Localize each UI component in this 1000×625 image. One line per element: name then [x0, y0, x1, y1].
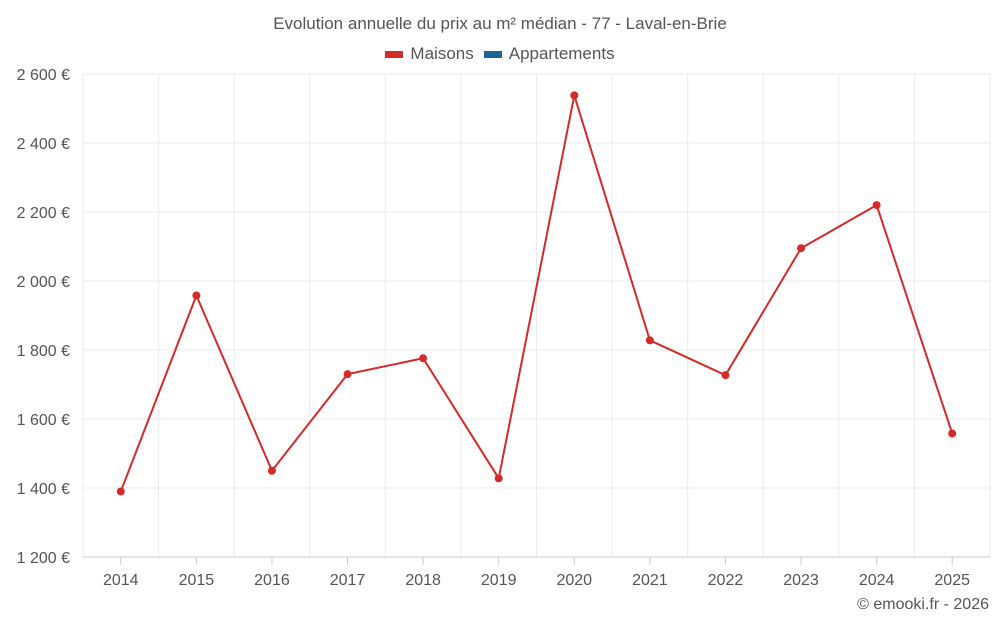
y-tick-label: 1 200 €	[17, 550, 70, 567]
legend-swatch-appartements	[483, 50, 502, 58]
y-tick-label: 2 600 €	[17, 67, 70, 84]
legend-swatch-maisons	[385, 50, 404, 58]
y-tick-label: 1 400 €	[17, 481, 70, 498]
data-point	[494, 474, 503, 483]
series-line-maisons	[119, 94, 954, 492]
data-point	[948, 429, 957, 438]
x-tick-label: 2015	[179, 572, 215, 589]
x-tick-label: 2019	[481, 572, 517, 589]
data-point	[645, 336, 654, 345]
x-tick-label: 2020	[556, 572, 592, 589]
legend-label-maisons: Maisons	[410, 44, 474, 63]
data-point	[343, 370, 352, 379]
y-tick-label: 1 600 €	[17, 412, 70, 429]
copyright-credit: © emooki.fr - 2026	[857, 596, 989, 613]
data-point	[267, 466, 276, 475]
x-tick-label: 2025	[934, 572, 970, 589]
chart-title: Evolution annuelle du prix au m² médian …	[273, 14, 727, 33]
x-tick-label: 2016	[254, 572, 290, 589]
data-point	[570, 91, 579, 100]
legend-item-maisons[interactable]: Maisons	[385, 44, 474, 64]
legend: Maisons Appartements	[0, 44, 1000, 64]
data-point	[192, 291, 201, 300]
legend-label-appartements: Appartements	[508, 44, 615, 63]
data-point	[419, 354, 428, 363]
data-point	[116, 487, 125, 496]
y-tick-label: 1 800 €	[17, 343, 70, 360]
legend-item-appartements[interactable]: Appartements	[483, 44, 615, 64]
data-point	[721, 371, 730, 380]
x-tick-label: 2014	[103, 572, 139, 589]
data-point	[797, 244, 806, 253]
x-tick-label: 2021	[632, 572, 668, 589]
x-tick-label: 2022	[708, 572, 744, 589]
x-tick-label: 2023	[783, 572, 819, 589]
x-tick-label: 2024	[859, 572, 895, 589]
y-tick-label: 2 000 €	[17, 274, 70, 291]
y-tick-label: 2 200 €	[17, 205, 70, 222]
data-point	[872, 201, 881, 210]
y-tick-label: 2 400 €	[17, 136, 70, 153]
x-tick-label: 2018	[405, 572, 441, 589]
x-tick-label: 2017	[330, 572, 366, 589]
